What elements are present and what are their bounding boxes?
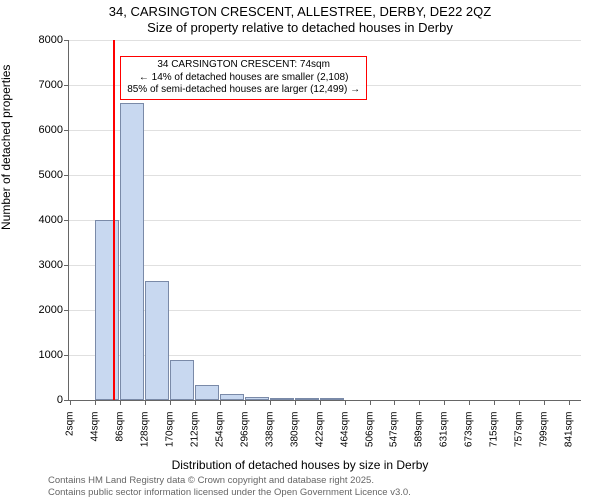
y-axis-label: Number of detached properties	[0, 65, 13, 230]
y-tick-mark	[64, 220, 69, 221]
y-tick-mark	[64, 85, 69, 86]
x-tick-mark	[494, 400, 495, 405]
x-tick-mark	[569, 400, 570, 405]
x-tick-label: 715sqm	[488, 412, 499, 448]
y-gridline	[69, 175, 581, 176]
x-tick-label: 464sqm	[339, 412, 350, 448]
y-tick-label: 7000	[39, 79, 63, 91]
x-tick-label: 589sqm	[413, 412, 424, 448]
histogram-bar	[95, 220, 119, 400]
x-tick-mark	[544, 400, 545, 405]
x-tick-mark	[394, 400, 395, 405]
x-tick-mark	[370, 400, 371, 405]
annotation-box: 34 CARSINGTON CRESCENT: 74sqm← 14% of de…	[120, 56, 367, 100]
y-tick-mark	[64, 310, 69, 311]
annotation-line: ← 14% of detached houses are smaller (2,…	[127, 72, 360, 85]
y-gridline	[69, 130, 581, 131]
y-gridline	[69, 40, 581, 41]
y-tick-mark	[64, 175, 69, 176]
annotation-line: 85% of semi-detached houses are larger (…	[127, 84, 360, 97]
y-tick-mark	[64, 355, 69, 356]
y-tick-mark	[64, 130, 69, 131]
plot-area: 0100020003000400050006000700080002sqm44s…	[68, 40, 581, 401]
y-tick-label: 2000	[39, 304, 63, 316]
x-tick-mark	[245, 400, 246, 405]
x-tick-label: 44sqm	[90, 412, 101, 442]
histogram-bar	[245, 397, 269, 400]
x-tick-label: 757sqm	[513, 412, 524, 448]
x-tick-label: 296sqm	[239, 412, 250, 448]
x-tick-mark	[469, 400, 470, 405]
x-tick-mark	[519, 400, 520, 405]
x-tick-label: 254sqm	[214, 412, 225, 448]
x-tick-mark	[419, 400, 420, 405]
y-tick-label: 8000	[39, 34, 63, 46]
y-gridline	[69, 220, 581, 221]
histogram-bar	[145, 281, 169, 400]
x-tick-mark	[220, 400, 221, 405]
x-tick-label: 422sqm	[314, 412, 325, 448]
histogram-bar	[320, 398, 344, 400]
x-tick-label: 673sqm	[463, 412, 474, 448]
y-tick-mark	[64, 265, 69, 266]
x-tick-label: 841sqm	[563, 412, 574, 448]
marker-line	[113, 40, 115, 400]
histogram-bar	[295, 398, 319, 400]
x-tick-label: 631sqm	[438, 412, 449, 448]
x-tick-label: 506sqm	[364, 412, 375, 448]
x-tick-mark	[320, 400, 321, 405]
x-tick-label: 170sqm	[164, 412, 175, 448]
x-tick-mark	[295, 400, 296, 405]
histogram-bar	[195, 385, 219, 400]
x-tick-label: 86sqm	[115, 412, 126, 442]
x-tick-label: 128sqm	[140, 412, 151, 448]
x-tick-mark	[195, 400, 196, 405]
histogram-bar	[220, 394, 244, 400]
footer-attribution: Contains HM Land Registry data © Crown c…	[48, 475, 411, 498]
y-tick-label: 6000	[39, 124, 63, 136]
x-tick-mark	[170, 400, 171, 405]
y-tick-label: 3000	[39, 259, 63, 271]
x-tick-mark	[120, 400, 121, 405]
x-tick-label: 799sqm	[538, 412, 549, 448]
x-tick-label: 212sqm	[189, 412, 200, 448]
footer-line1: Contains HM Land Registry data © Crown c…	[48, 475, 411, 486]
x-tick-label: 380sqm	[289, 412, 300, 448]
y-tick-label: 1000	[39, 349, 63, 361]
x-tick-label: 2sqm	[65, 412, 76, 436]
y-tick-label: 4000	[39, 214, 63, 226]
y-tick-label: 5000	[39, 169, 63, 181]
y-tick-label: 0	[57, 394, 63, 406]
chart-title-line2: Size of property relative to detached ho…	[0, 20, 600, 35]
chart-title-line1: 34, CARSINGTON CRESCENT, ALLESTREE, DERB…	[0, 4, 600, 19]
annotation-line: 34 CARSINGTON CRESCENT: 74sqm	[127, 59, 360, 72]
x-tick-label: 547sqm	[388, 412, 399, 448]
y-tick-mark	[64, 400, 69, 401]
histogram-bar	[170, 360, 194, 401]
y-tick-mark	[64, 40, 69, 41]
x-tick-mark	[345, 400, 346, 405]
x-tick-mark	[70, 400, 71, 405]
x-tick-mark	[95, 400, 96, 405]
x-tick-mark	[270, 400, 271, 405]
x-tick-mark	[444, 400, 445, 405]
histogram-bar	[120, 103, 144, 400]
chart-container: 34, CARSINGTON CRESCENT, ALLESTREE, DERB…	[0, 0, 600, 500]
x-tick-label: 338sqm	[264, 412, 275, 448]
footer-line2: Contains public sector information licen…	[48, 487, 411, 498]
histogram-bar	[270, 398, 294, 400]
x-tick-mark	[145, 400, 146, 405]
y-gridline	[69, 265, 581, 266]
x-axis-label: Distribution of detached houses by size …	[0, 458, 600, 472]
